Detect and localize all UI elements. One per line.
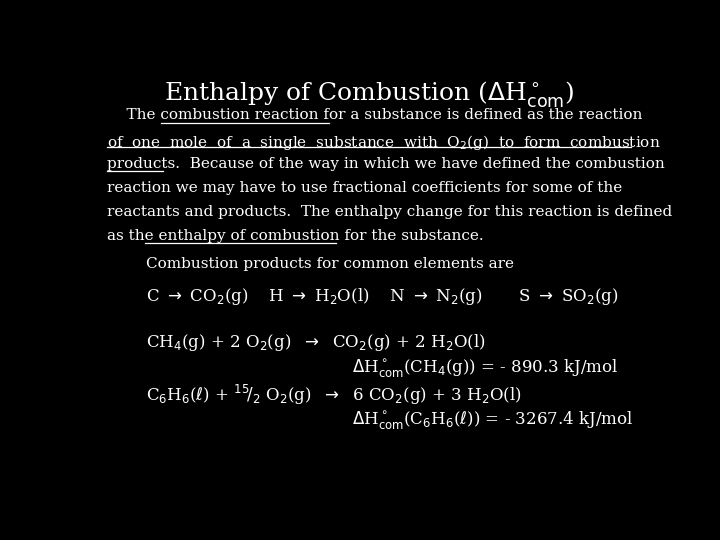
Text: The combustion reaction for a substance is defined as the reaction: The combustion reaction for a substance … bbox=[107, 109, 642, 123]
Text: C$_6$H$_6$($\ell$) + $^{15}\!/_{2}$ O$_2$(g)  $\rightarrow$  6 CO$_2$(g) + 3 H$_: C$_6$H$_6$($\ell$) + $^{15}\!/_{2}$ O$_2… bbox=[145, 383, 521, 408]
Text: reaction we may have to use fractional coefficients for some of the: reaction we may have to use fractional c… bbox=[107, 181, 622, 195]
Text: C $\rightarrow$ CO$_2$(g)    H $\rightarrow$ H$_2$O(l)    N $\rightarrow$ N$_2$(: C $\rightarrow$ CO$_2$(g) H $\rightarrow… bbox=[145, 286, 618, 307]
Text: as the enthalpy of combustion for the substance.: as the enthalpy of combustion for the su… bbox=[107, 229, 483, 243]
Text: Combustion products for common elements are: Combustion products for common elements … bbox=[145, 257, 514, 271]
Text: Enthalpy of Combustion ($\Delta$H$^\circ_{\mathrm{com}}$): Enthalpy of Combustion ($\Delta$H$^\circ… bbox=[163, 79, 575, 110]
Text: $\Delta$H$^\circ_{\mathrm{com}}$(CH$_4$(g)) = - 890.3 kJ/mol: $\Delta$H$^\circ_{\mathrm{com}}$(CH$_4$(… bbox=[352, 357, 618, 379]
Text: reactants and products.  The enthalpy change for this reaction is defined: reactants and products. The enthalpy cha… bbox=[107, 205, 672, 219]
Text: of  one  mole  of  a  single  substance  with  O$_2$(g)  to  form  combustion: of one mole of a single substance with O… bbox=[107, 133, 660, 152]
Text: CH$_4$(g) + 2 O$_2$(g)  $\rightarrow$  CO$_2$(g) + 2 H$_2$O(l): CH$_4$(g) + 2 O$_2$(g) $\rightarrow$ CO$… bbox=[145, 332, 485, 353]
Text: $\Delta$H$^\circ_{\mathrm{com}}$(C$_6$H$_6$($\ell$)) = - 3267.4 kJ/mol: $\Delta$H$^\circ_{\mathrm{com}}$(C$_6$H$… bbox=[352, 409, 634, 431]
Text: products.  Because of the way in which we have defined the combustion: products. Because of the way in which we… bbox=[107, 157, 665, 171]
